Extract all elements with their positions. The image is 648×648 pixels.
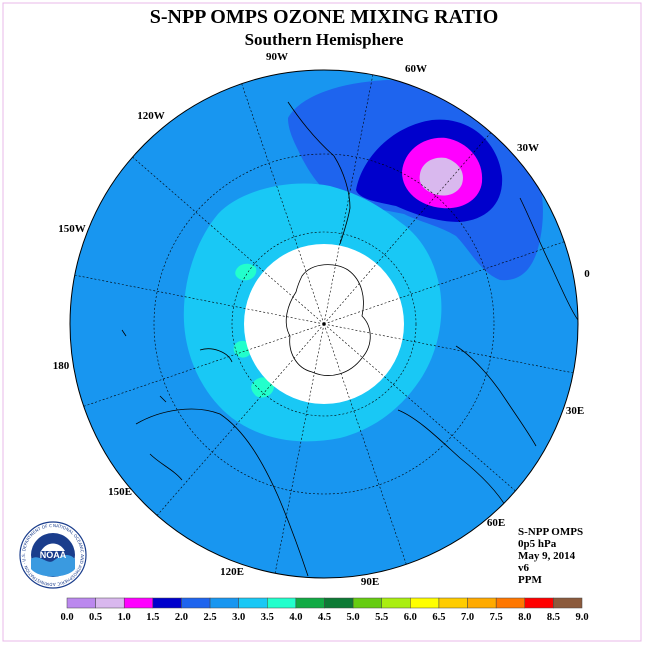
colorbar-swatch <box>267 597 297 609</box>
units-label: PPM <box>518 574 542 586</box>
colorbar-swatch <box>381 597 411 609</box>
figure-border <box>2 2 642 642</box>
colorbar-tick-label: 5.5 <box>375 612 388 623</box>
longitude-label: 90W <box>266 51 288 63</box>
contour-0.5-1.0 <box>419 157 464 196</box>
contour-3.5-4.0 <box>251 377 274 398</box>
colorbar-tick-label: 2.5 <box>203 612 216 623</box>
longitude-label: 30W <box>517 142 539 154</box>
longitude-label: 60W <box>405 63 427 75</box>
colorbar-tick-label: 5.0 <box>347 612 360 623</box>
pressure-level-label: 0p5 hPa <box>518 538 557 550</box>
colorbar-tick-label: 4.5 <box>318 612 331 623</box>
colorbar-swatch <box>352 597 382 609</box>
colorbar-tick-label: 8.0 <box>518 612 531 623</box>
graticule <box>153 153 495 495</box>
colorbar-tick-label: 6.5 <box>432 612 445 623</box>
colorbar-tick-label: 3.5 <box>261 612 274 623</box>
colorbar-swatch <box>524 597 554 609</box>
colorbar-tick-label: 7.0 <box>461 612 474 623</box>
coastlines <box>121 101 578 577</box>
longitude-label: 180 <box>53 360 70 372</box>
colorbar-swatch <box>66 597 96 609</box>
longitude-labels: 90W 60W 30W 0 30E 60E 90E 120E 150E 180 150W 120W <box>53 51 591 588</box>
colorbar-tick-label: 2.0 <box>175 612 188 623</box>
colorbar-swatch <box>324 597 354 609</box>
instrument-label: S-NPP OMPS <box>518 526 584 538</box>
colorbar-tick-label: 8.5 <box>547 612 560 623</box>
colorbar-swatch <box>295 597 325 609</box>
colorbar-swatch <box>238 597 268 609</box>
info-block: S-NPP OMPS 0p5 hPa May 9, 2014 v6 PPM <box>518 526 583 586</box>
longitude-label: 150W <box>58 223 86 235</box>
map-boundary <box>69 69 579 579</box>
colorbar-swatch <box>123 597 154 609</box>
colorbar-swatch <box>152 597 182 609</box>
colorbar-swatch <box>495 597 526 609</box>
south-pole-marker <box>322 322 326 326</box>
colorbar-swatch <box>438 597 468 609</box>
colorbar-tick-label: 3.0 <box>232 612 245 623</box>
colorbar-tick-label: 7.5 <box>490 612 503 623</box>
colorbar-swatch <box>410 597 440 609</box>
colorbar-swatch <box>95 597 125 609</box>
version-label: v6 <box>518 562 529 574</box>
colorbar-swatch <box>467 597 497 609</box>
map-title: S-NPP OMPS OZONE MIXING RATIO <box>149 6 499 28</box>
colorbar-swatch <box>209 597 239 609</box>
longitude-label: 90E <box>361 576 379 588</box>
colorbar: 0.0 0.5 1.0 1.5 2.0 2.5 3.0 3.5 4.0 4.5 5.0 5.5 6.0 6… <box>60 597 589 623</box>
colorbar-tick-label: 0.5 <box>89 612 102 623</box>
colorbar-tick-label: 1.5 <box>146 612 159 623</box>
colorbar-swatch <box>181 597 211 609</box>
colorbar-tick-label: 6.0 <box>404 612 417 623</box>
longitude-label: 60E <box>487 517 505 529</box>
map-subtitle: Southern Hemisphere <box>244 30 404 49</box>
longitude-label: 120E <box>220 566 244 578</box>
colorbar-tick-label: 4.0 <box>289 612 302 623</box>
longitude-label: 120W <box>137 110 165 122</box>
noaa-logo: NATIONAL OCEANIC AND ATMOSPHERIC ADMINIS… <box>19 521 87 589</box>
longitude-label: 0 <box>584 268 590 280</box>
longitude-label: 150E <box>108 486 132 498</box>
colorbar-tick-label: 9.0 <box>575 612 588 623</box>
colorbar-swatch <box>553 597 583 609</box>
longitude-label: 30E <box>566 405 584 417</box>
date-label: May 9, 2014 <box>518 550 576 562</box>
colorbar-tick-label: 1.0 <box>118 612 131 623</box>
colorbar-tick-label: 0.0 <box>60 612 73 623</box>
noaa-logo-text: NOAA <box>40 550 67 560</box>
